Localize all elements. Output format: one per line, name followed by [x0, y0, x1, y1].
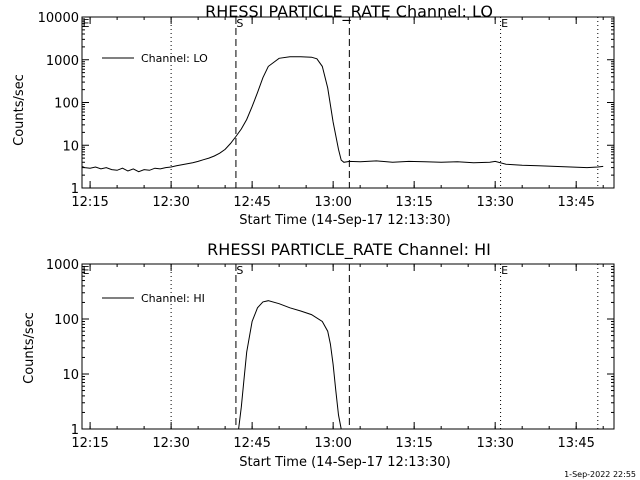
- x-tick-label-lo: 12:30: [152, 195, 189, 210]
- y-tick-label-hi: 10: [62, 368, 79, 383]
- plot-frame-lo: [81, 16, 615, 189]
- y-axis-label-lo: Counts/sec: [12, 74, 27, 146]
- chart-panel-hi: RHESSI PARTICLE_RATE Channel: HI Start T…: [22, 240, 615, 470]
- y-tick-label-lo: 10: [62, 139, 79, 154]
- event-marker-e-hi: E: [83, 264, 90, 277]
- x-axis-label-lo: Start Time (14-Sep-17 12:13:30): [239, 213, 450, 228]
- legend-label-lo: Channel: LO: [141, 52, 208, 65]
- event-marker-e-lo: E: [501, 17, 508, 30]
- event-marker-e-hi: E: [501, 264, 508, 277]
- x-tick-label-lo: 13:00: [314, 195, 351, 210]
- x-tick-label-hi: 13:30: [476, 436, 513, 451]
- y-tick-label-hi: 1000: [46, 258, 79, 273]
- y-tick-label-lo: 10000: [38, 11, 79, 26]
- y-tick-label-lo: 100: [54, 97, 79, 112]
- y-tick-label-hi: 100: [54, 313, 79, 328]
- x-tick-label-hi: 13:15: [395, 436, 432, 451]
- legend-label-hi: Channel: HI: [141, 292, 205, 305]
- y-axis-label-hi: Counts/sec: [22, 312, 37, 384]
- series-line-lo: [81, 56, 604, 173]
- y-tick-label-hi: 1: [71, 423, 79, 438]
- chart-panel-lo: RHESSI PARTICLE_RATE Channel: LO Start T…: [12, 2, 615, 228]
- x-tick-label-hi: 12:45: [233, 436, 270, 451]
- y-tick-label-lo: 1000: [46, 54, 79, 69]
- event-marker-s-hi: S: [236, 264, 243, 277]
- event-marker-e-lo: E: [83, 17, 90, 30]
- x-tick-label-lo: 12:15: [71, 195, 108, 210]
- x-axis-label-hi: Start Time (14-Sep-17 12:13:30): [239, 455, 450, 470]
- plot-frame-hi: [81, 263, 615, 430]
- event-marker-s-lo: S: [236, 17, 243, 30]
- x-tick-label-lo: 13:15: [395, 195, 432, 210]
- x-tick-label-lo: 13:30: [476, 195, 513, 210]
- chart-title-hi: RHESSI PARTICLE_RATE Channel: HI: [207, 240, 491, 260]
- series-line-hi: [238, 300, 342, 430]
- x-tick-label-hi: 12:30: [152, 436, 189, 451]
- x-tick-label-hi: 13:00: [314, 436, 351, 451]
- x-tick-label-hi: 13:45: [557, 436, 594, 451]
- x-tick-label-hi: 12:15: [71, 436, 108, 451]
- x-tick-label-lo: 12:45: [233, 195, 270, 210]
- timestamp-label: 1-Sep-2022 22:55: [564, 470, 636, 479]
- x-tick-label-lo: 13:45: [557, 195, 594, 210]
- y-tick-label-lo: 1: [71, 182, 79, 197]
